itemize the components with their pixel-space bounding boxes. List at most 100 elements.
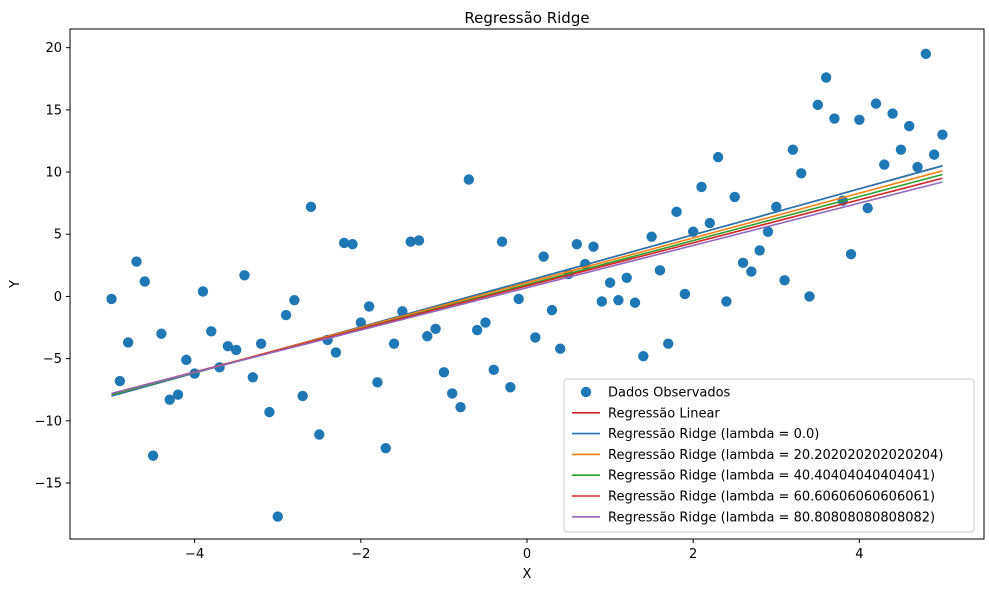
- scatter-point: [131, 256, 142, 267]
- y-tick-label: 0: [54, 290, 62, 305]
- scatter-point: [505, 382, 516, 393]
- scatter-point: [596, 296, 607, 307]
- y-tick-label: −5: [43, 352, 62, 367]
- legend-label: Regressão Ridge (lambda = 40.40404040404…: [608, 469, 935, 484]
- x-tick-label: −2: [351, 547, 370, 562]
- y-tick-label: 5: [54, 228, 62, 243]
- scatter-point: [438, 367, 450, 378]
- scatter-point: [754, 245, 765, 256]
- y-tick-label: −15: [35, 477, 62, 492]
- scatter-point: [405, 236, 416, 247]
- scatter-point: [571, 238, 583, 250]
- scatter-point: [247, 372, 258, 383]
- x-tick-label: 4: [855, 547, 863, 562]
- scatter-point: [629, 297, 641, 308]
- scatter-point: [937, 129, 948, 140]
- scatter-point: [721, 296, 732, 307]
- scatter-point: [796, 168, 807, 179]
- scatter-point: [222, 340, 234, 352]
- scatter-point: [114, 375, 126, 387]
- plot-area: [106, 48, 948, 522]
- scatter-point: [588, 241, 599, 252]
- regression-line-5: [111, 181, 943, 395]
- x-tick-label: −4: [185, 547, 204, 562]
- legend-marker: [580, 386, 592, 398]
- scatter-point: [928, 149, 940, 160]
- scatter-point: [787, 144, 799, 155]
- scatter-point: [771, 201, 782, 213]
- legend-box: [563, 378, 975, 533]
- scatter-point: [388, 338, 400, 349]
- scatter-point: [488, 364, 499, 376]
- scatter-point: [845, 248, 857, 260]
- scatter-point: [181, 354, 192, 366]
- scatter-point: [546, 304, 558, 316]
- scatter-point: [804, 291, 815, 302]
- scatter-point: [604, 277, 616, 288]
- scatter-point: [538, 251, 549, 262]
- scatter-point: [513, 293, 524, 305]
- scatter-point: [480, 317, 491, 328]
- scatter-point: [106, 293, 117, 305]
- scatter-point: [663, 338, 674, 349]
- y-axis: −15 −10 −5 0 5 10 15 20: [35, 41, 70, 492]
- scatter-point: [762, 226, 774, 237]
- scatter-point: [530, 332, 541, 343]
- scatter-point: [122, 337, 134, 348]
- scatter-point: [646, 231, 657, 242]
- scatter-point: [712, 151, 724, 163]
- scatter-point: [206, 326, 217, 337]
- scatter-point: [330, 347, 342, 358]
- scatter-point: [904, 120, 915, 132]
- y-tick-label: 15: [45, 103, 62, 118]
- scatter-point: [230, 344, 242, 356]
- scatter-point: [746, 266, 757, 277]
- x-tick-label: 0: [523, 547, 531, 562]
- scatter-point: [255, 338, 267, 349]
- scatter-point: [704, 217, 715, 229]
- scatter-point: [879, 159, 890, 170]
- scatter-point: [895, 144, 907, 155]
- scatter-point: [613, 294, 624, 306]
- scatter-point: [912, 161, 923, 173]
- scatter-point: [297, 390, 308, 402]
- y-tick-label: 10: [45, 166, 62, 181]
- scatter-point: [156, 328, 167, 339]
- scatter-point: [355, 317, 367, 328]
- scatter-point: [555, 343, 566, 354]
- scatter-point: [829, 113, 840, 124]
- x-axis: −4 −2 0 2 4: [185, 539, 864, 562]
- legend-label: Regressão Linear: [608, 406, 720, 421]
- scatter-point: [463, 174, 475, 185]
- scatter-point: [854, 114, 865, 126]
- scatter-point: [779, 275, 790, 286]
- scatter-point: [621, 272, 632, 283]
- scatter-point: [239, 270, 250, 281]
- scatter-point: [862, 202, 873, 214]
- legend: Dados Observados Regressão Linear Regressã…: [563, 378, 975, 533]
- y-tick-label: −10: [35, 414, 62, 429]
- scatter-point: [314, 429, 325, 440]
- scatter-point: [413, 235, 425, 246]
- scatter-point: [654, 265, 666, 276]
- x-axis-label: X: [523, 567, 532, 582]
- legend-label: Dados Observados: [608, 386, 731, 401]
- legend-label: Regressão Ridge (lambda = 20.20202020202…: [608, 448, 943, 463]
- scatter-point: [347, 238, 358, 250]
- scatter-point: [363, 301, 375, 312]
- scatter-point: [820, 72, 832, 83]
- scatter-point: [696, 181, 707, 193]
- legend-label: Regressão Ridge (lambda = 80.80808080808…: [608, 510, 935, 525]
- scatter-point: [339, 237, 350, 249]
- scatter-point: [272, 511, 283, 522]
- y-tick-label: 20: [45, 41, 62, 56]
- scatter-point: [471, 324, 483, 336]
- scatter-point: [870, 98, 882, 109]
- scatter-point: [164, 394, 175, 405]
- scatter-point: [264, 406, 275, 418]
- scatter-point: [729, 191, 740, 203]
- scatter-point: [812, 99, 824, 111]
- scatter-point: [289, 294, 300, 306]
- scatter-point: [920, 48, 932, 60]
- chart-title: Regressão Ridge: [464, 9, 589, 27]
